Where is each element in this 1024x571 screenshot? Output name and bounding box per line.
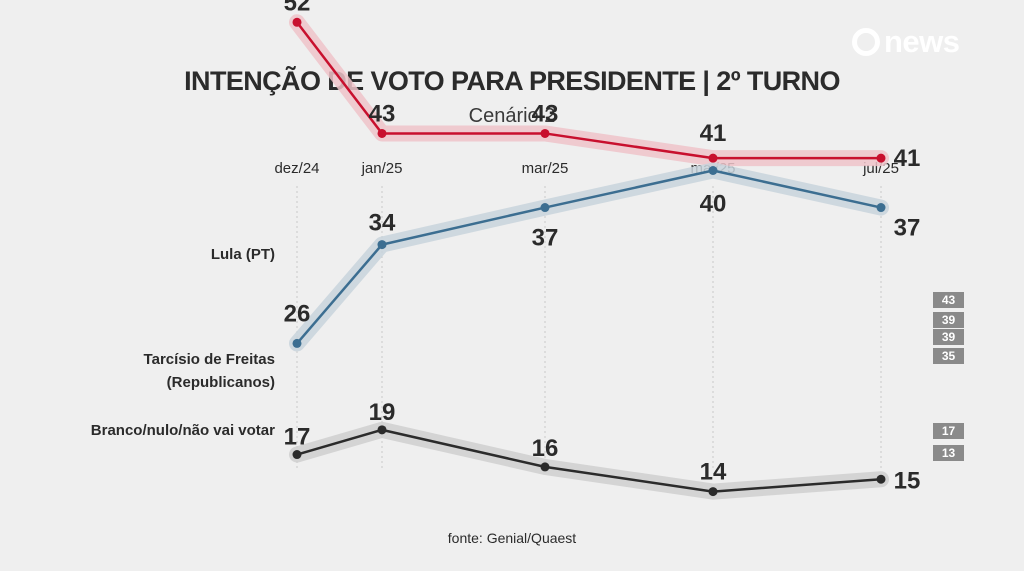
margin-value: 39	[942, 330, 956, 344]
data-point-branco	[876, 474, 886, 484]
data-point-tarcisio	[292, 338, 302, 348]
data-label-tarcisio: 37	[532, 225, 559, 252]
data-label-lula: 52	[284, 0, 311, 16]
data-label-tarcisio: 40	[700, 191, 727, 218]
x-tick-label: jan/25	[361, 160, 403, 177]
data-point-lula	[876, 153, 886, 163]
chart-title: INTENÇÃO DE VOTO PARA PRESIDENTE | 2º TU…	[184, 66, 840, 96]
series-name-tarcisio: Tarcísio de Freitas	[144, 351, 275, 368]
data-label-tarcisio: 34	[369, 210, 396, 237]
margin-box	[933, 312, 964, 328]
margin-value: 13	[942, 446, 956, 460]
data-label-lula: 43	[532, 100, 559, 127]
data-point-branco	[292, 450, 302, 460]
logo-text: news	[884, 24, 960, 59]
x-tick-label: mar/25	[522, 160, 569, 177]
margin-value: 35	[942, 349, 956, 363]
margin-box	[933, 292, 964, 308]
data-point-lula	[292, 17, 302, 27]
globo-circle-icon	[852, 28, 880, 56]
data-point-tarcisio	[377, 240, 387, 250]
data-label-tarcisio: 26	[284, 300, 311, 327]
source-note: fonte: Genial/Quaest	[447, 530, 577, 546]
series-band	[289, 421, 889, 500]
data-label-lula: 43	[369, 100, 396, 127]
x-tick-label: dez/24	[274, 160, 319, 177]
data-point-lula	[540, 128, 550, 138]
data-label-tarcisio: 37	[894, 215, 921, 242]
data-point-branco	[540, 462, 550, 472]
margin-value: 39	[942, 313, 956, 327]
series-band	[289, 14, 889, 167]
margin-box	[933, 329, 964, 345]
data-label-branco: 17	[284, 424, 311, 451]
data-label-lula: 41	[894, 145, 921, 172]
data-label-lula: 41	[700, 120, 727, 147]
data-label-branco: 14	[700, 459, 727, 486]
data-point-lula	[708, 153, 718, 163]
data-point-tarcisio	[540, 203, 550, 213]
data-label-branco: 15	[894, 467, 921, 494]
series-name-tarcisio: (Republicanos)	[167, 374, 275, 391]
data-point-lula	[377, 128, 387, 138]
gnews-logo: news	[852, 22, 992, 62]
data-point-branco	[708, 487, 718, 497]
margin-value: 43	[942, 293, 956, 307]
data-label-branco: 19	[369, 399, 396, 426]
margin-box	[933, 445, 964, 461]
data-label-branco: 16	[532, 435, 559, 462]
margin-box	[933, 423, 964, 439]
data-point-tarcisio	[876, 203, 886, 213]
data-point-tarcisio	[708, 166, 718, 175]
data-point-branco	[377, 425, 387, 435]
chart-subtitle: Cenário 2	[468, 105, 556, 127]
series-name-branco: Branco/nulo/não vai votar	[91, 422, 275, 439]
margin-value: 17	[942, 424, 956, 438]
margin-box	[933, 348, 964, 364]
series-name-lula: Lula (PT)	[211, 246, 275, 263]
series-band	[289, 162, 889, 352]
